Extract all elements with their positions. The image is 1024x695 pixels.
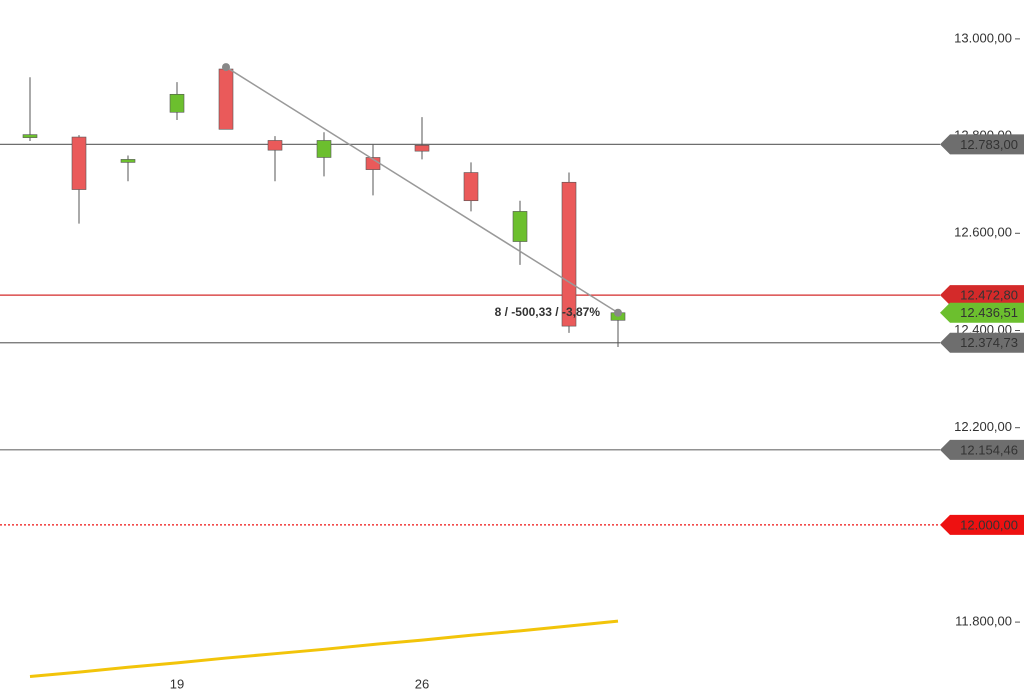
level-badge <box>940 332 1024 353</box>
candle-body <box>120 159 136 163</box>
candle-body <box>561 181 577 327</box>
level-badge <box>940 134 1024 155</box>
candle-body <box>71 136 87 190</box>
candle-body <box>267 140 283 151</box>
level-badge <box>940 302 1024 323</box>
y-tick-label: 12.200,00 <box>954 419 1012 434</box>
x-tick-label: 26 <box>415 676 429 691</box>
y-tick-label: 12.600,00 <box>954 225 1012 240</box>
y-tick-label: 11.800,00 <box>955 614 1012 629</box>
candle-body <box>414 145 430 152</box>
y-tick-label: 13.000,00 <box>954 30 1012 45</box>
level-label: 12.472,80 <box>960 288 1018 303</box>
trend-point <box>614 308 622 317</box>
level-badge <box>940 439 1024 460</box>
moving-average <box>29 619 619 679</box>
trend-annotation: 8 / -500,33 / -3,87% <box>495 305 601 319</box>
candle-body <box>512 211 528 242</box>
candle-body <box>218 68 234 130</box>
candle-body <box>22 134 38 138</box>
level-label: 12.374,73 <box>960 335 1018 350</box>
trend-point <box>222 63 230 72</box>
trendline <box>225 66 619 314</box>
x-tick-label: 19 <box>170 676 184 691</box>
candle-body <box>463 172 479 202</box>
level-badge <box>940 285 1024 306</box>
candle-body <box>316 140 332 158</box>
level-label: 12.436,51 <box>960 305 1018 320</box>
level-label: 12.154,46 <box>960 442 1018 457</box>
level-label: 12.000,00 <box>960 517 1018 532</box>
level-badge <box>940 514 1024 535</box>
level-label: 12.783,00 <box>960 137 1018 152</box>
candle-body <box>169 93 185 113</box>
